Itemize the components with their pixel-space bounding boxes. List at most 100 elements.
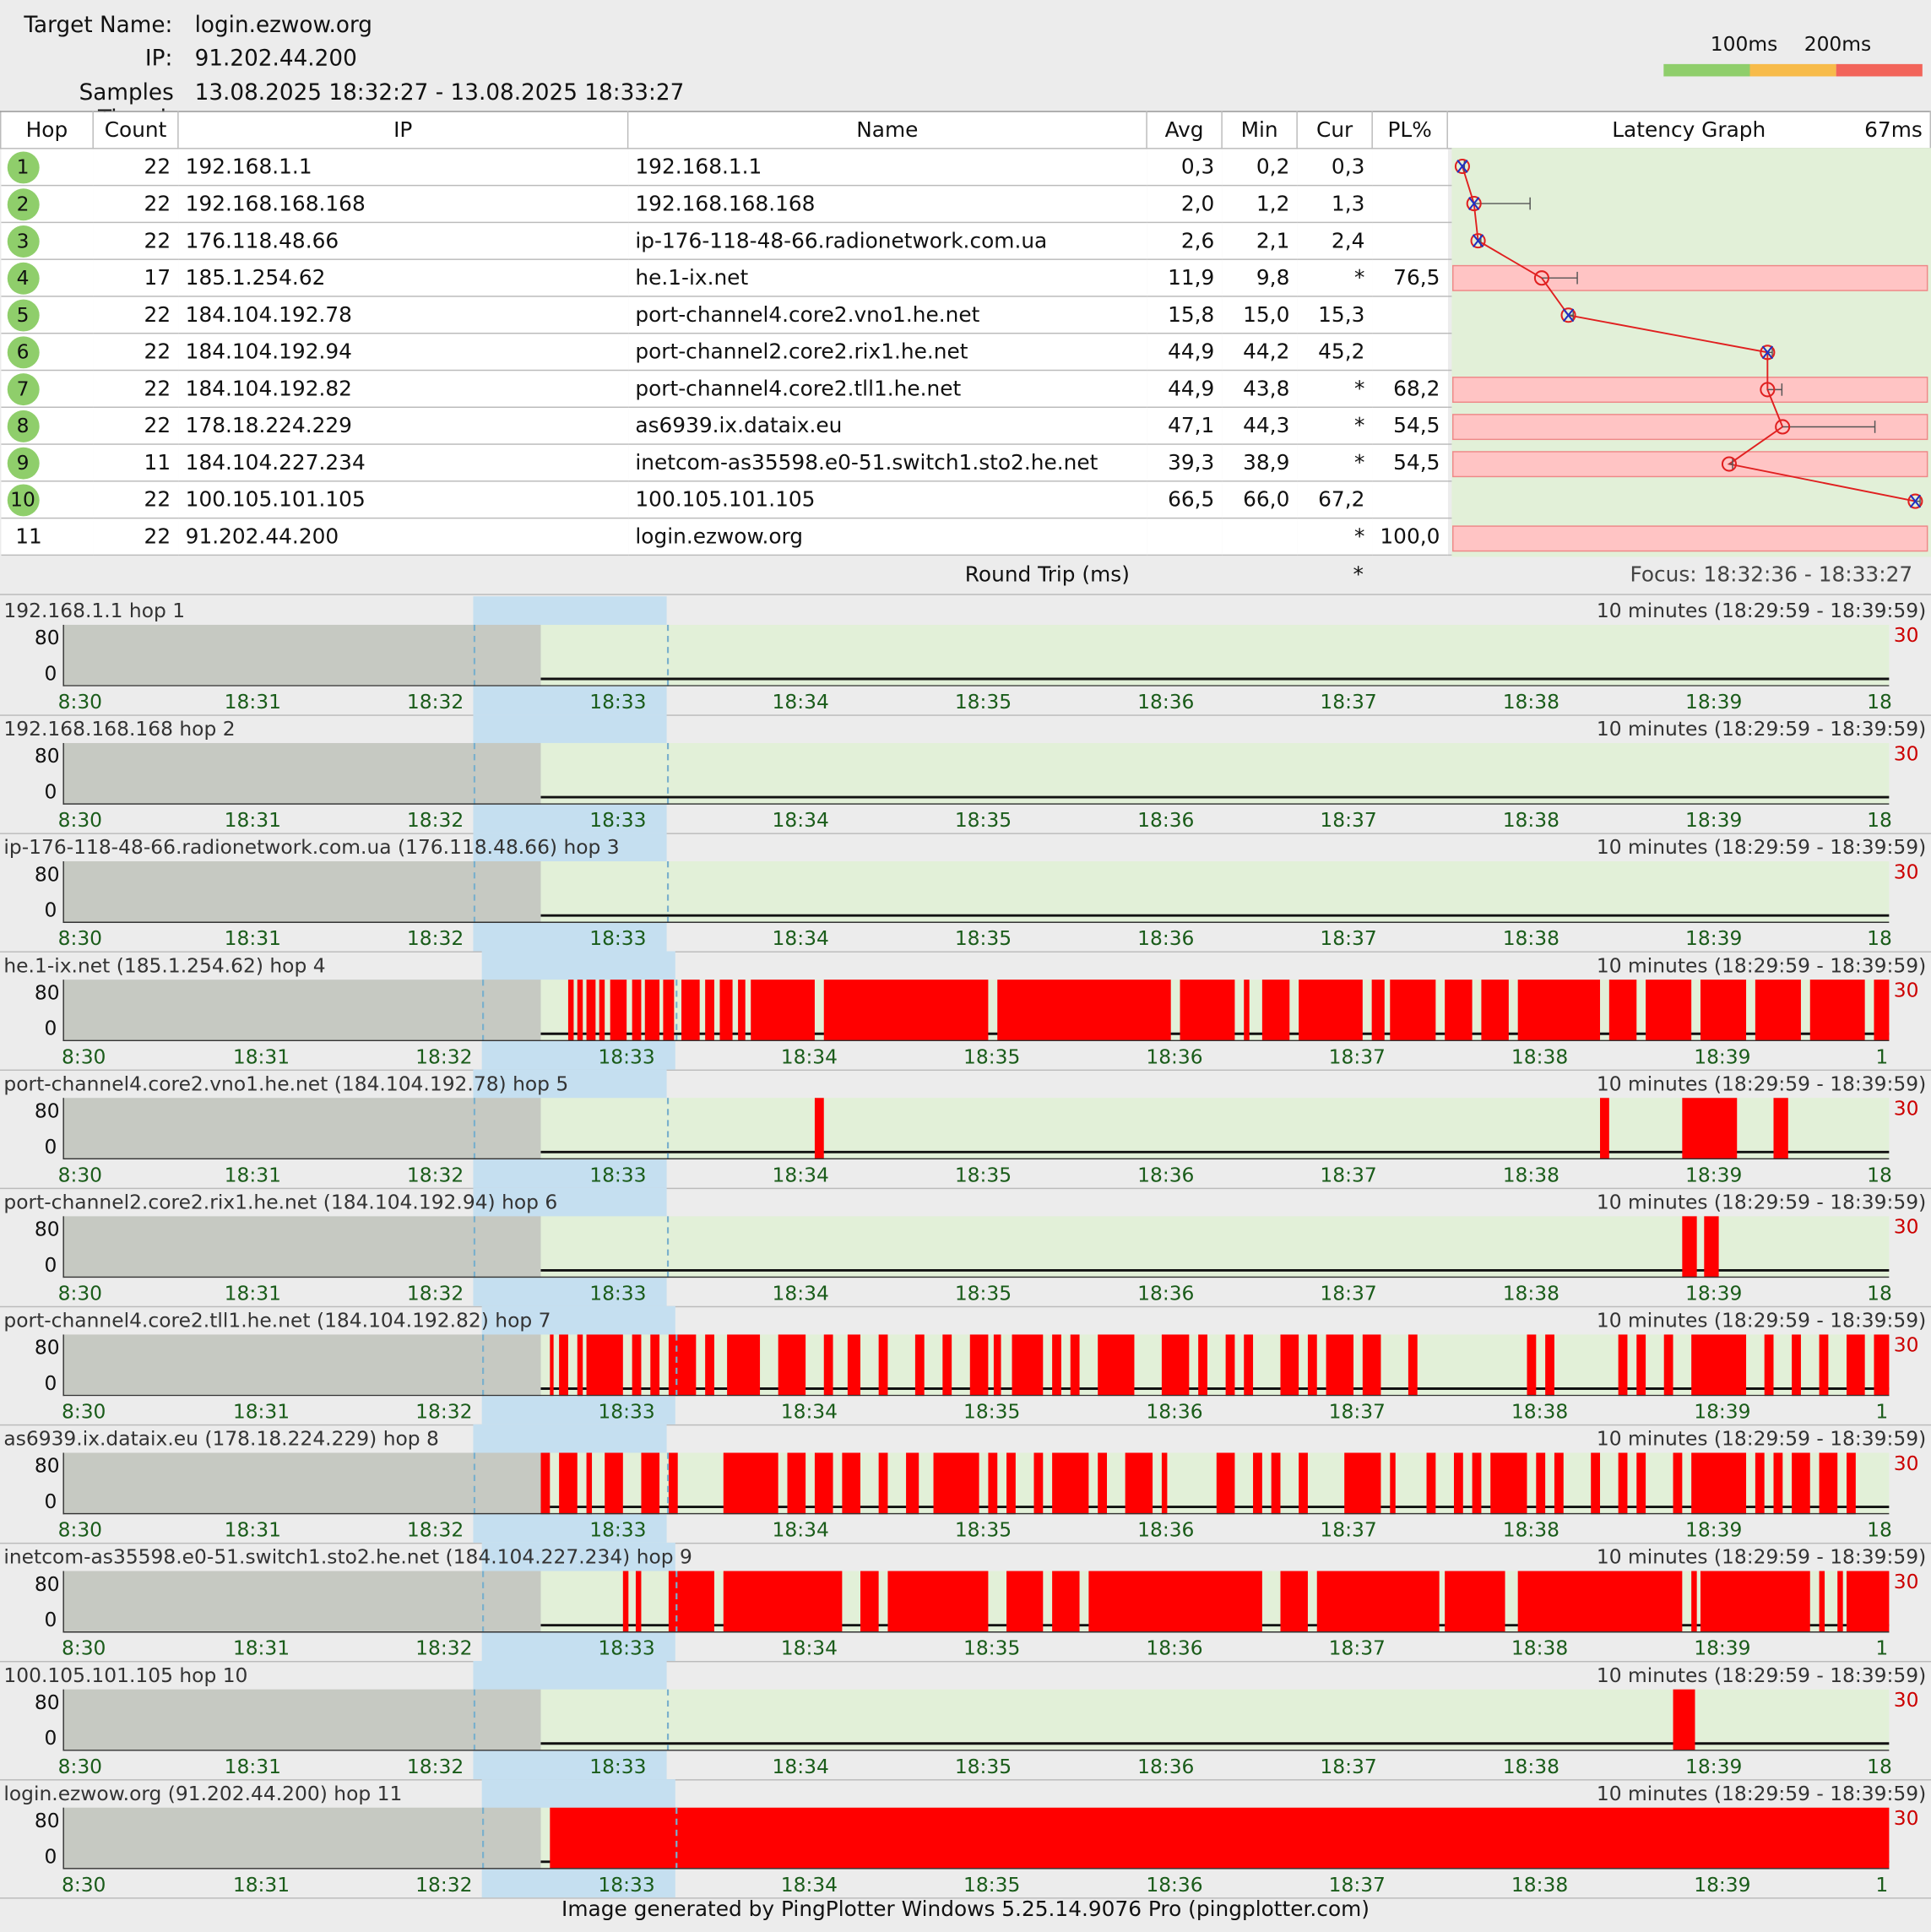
packet-loss-bar (1636, 1334, 1646, 1397)
packet-loss-bar (610, 980, 627, 1042)
panel-scale: 30 (1893, 623, 1919, 648)
timeline-panel[interactable]: 192.168.168.168 hop 2 10 minutes (18:29:5… (0, 714, 1931, 834)
panel-plot[interactable] (62, 624, 1890, 687)
packet-loss-bar (1161, 1334, 1190, 1397)
cur-cell: 2,4 (1297, 222, 1373, 260)
col-count[interactable]: Count (92, 111, 179, 149)
x-axis-tick-label: 8:30 (57, 1281, 103, 1305)
packet-loss-bar (1244, 980, 1250, 1042)
x-axis-tick-label: 18:39 (1694, 1636, 1751, 1660)
x-axis-tick-label: 18:31 (232, 1636, 290, 1660)
panel-range: 10 minutes (18:29:59 - 18:39:59) (1596, 1426, 1927, 1451)
plot-no-data (62, 624, 541, 687)
timeline-panel[interactable]: port-channel2.core2.rix1.he.net (184.104… (0, 1187, 1931, 1308)
legend-bar-warn (1749, 63, 1836, 77)
timeline-panel[interactable]: he.1-ix.net (185.1.254.62) hop 4 10 minut… (0, 951, 1931, 1072)
timeline-panel[interactable]: 192.168.1.1 hop 1 10 minutes (18:29:59 - … (0, 596, 1931, 716)
legend-200ms: 200ms (1804, 31, 1872, 56)
x-axis-tick-label: 18:39 (1685, 690, 1743, 714)
x-axis-tick-label: 18:37 (1320, 690, 1377, 714)
hop-number: 9 (7, 446, 39, 479)
samples-value: 13.08.2025 18:32:27 - 13.08.2025 18:33:2… (194, 79, 685, 106)
packet-loss-bar (681, 980, 700, 1042)
packet-loss-bar (1244, 1334, 1254, 1397)
packet-loss-bar (842, 1452, 861, 1515)
packet-loss-bar (1792, 1452, 1810, 1515)
x-axis-tick-label: 18:31 (224, 690, 281, 714)
col-latency-graph[interactable]: Latency Graph 67ms (1446, 111, 1931, 149)
col-hop[interactable]: Hop (0, 111, 94, 149)
x-axis-tick-label: 18:39 (1685, 1281, 1743, 1305)
col-avg[interactable]: Avg (1146, 111, 1223, 149)
min-marker (1909, 494, 1922, 508)
x-axis-tick-label: 18:37 (1328, 1045, 1386, 1069)
timeline-panel[interactable]: inetcom-as35598.e0-51.switch1.sto2.he.ne… (0, 1542, 1931, 1663)
timeline-panel[interactable]: as6939.ix.dataix.eu (178.18.224.229) hop… (0, 1424, 1931, 1544)
packet-loss-bar (705, 980, 714, 1042)
x-axis-tick-label: 18 (1867, 1517, 1892, 1542)
packet-loss-bar (705, 1334, 714, 1397)
col-cur[interactable]: Cur (1296, 111, 1373, 149)
plot-no-data (62, 980, 541, 1042)
packet-loss-bar (1704, 1216, 1719, 1278)
packet-loss-bar (1837, 1571, 1843, 1633)
x-axis-tick-label: 18:37 (1320, 1281, 1377, 1305)
panel-plot[interactable] (62, 1807, 1890, 1870)
cur-cell: * (1297, 259, 1373, 297)
panel-plot[interactable] (62, 1216, 1890, 1278)
packet-loss-bar (1874, 980, 1890, 1042)
plot-data-area (540, 860, 1890, 923)
table-row[interactable]: 3 22 176.118.48.66 ip-176-118-48-66.radione… (0, 222, 1931, 260)
packet-loss-bar (567, 980, 574, 1042)
pl-cell (1372, 480, 1448, 519)
packet-loss-bar (1472, 1452, 1482, 1515)
x-axis-tick-label: 18:32 (415, 1636, 473, 1660)
x-axis-tick-label: 18 (1867, 1754, 1892, 1778)
timeline-panel[interactable]: port-channel4.core2.tll1.he.net (184.104… (0, 1305, 1931, 1426)
pl-cell (1372, 222, 1448, 260)
x-axis-tick-label: 1 (1875, 1636, 1889, 1660)
ip-cell: 184.104.227.234 (177, 444, 628, 482)
x-axis-tick-label: 8:30 (57, 1163, 103, 1187)
timeline-panel[interactable]: login.ezwow.org (91.202.44.200) hop 11 10… (0, 1779, 1931, 1899)
packet-loss-bar (1012, 1334, 1044, 1397)
col-ip[interactable]: IP (177, 111, 629, 149)
panel-plot[interactable] (62, 980, 1890, 1042)
panel-plot[interactable] (62, 1571, 1890, 1633)
panel-range: 10 minutes (18:29:59 - 18:39:59) (1596, 1190, 1927, 1214)
avg-marker (1760, 345, 1776, 361)
x-axis-tick-label: 18:35 (963, 1045, 1021, 1069)
table-header: Hop Count IP Name Avg Min Cur PL% Latenc… (0, 111, 1931, 149)
table-row[interactable]: 6 22 184.104.192.94 port-channel2.core2.rix… (0, 333, 1931, 372)
panel-title: he.1-ix.net (185.1.254.62) hop 4 (3, 953, 326, 978)
panel-plot[interactable] (62, 1689, 1890, 1751)
timeline-panel[interactable]: ip-176-118-48-66.radionetwork.com.ua (17… (0, 833, 1931, 952)
timeline-panel[interactable]: 100.105.101.105 hop 10 10 minutes (18:29:… (0, 1661, 1931, 1781)
panel-plot[interactable] (62, 1334, 1890, 1397)
x-axis-tick-label: 18:33 (589, 1517, 647, 1542)
panel-plot[interactable] (62, 742, 1890, 805)
panel-plot[interactable] (62, 1452, 1890, 1515)
pl-cell: 68,2 (1372, 370, 1448, 408)
name-cell: port-channel4.core2.tll1.he.net (627, 370, 1147, 408)
hop-number: 5 (7, 298, 39, 331)
panel-plot[interactable] (62, 1098, 1890, 1160)
timeline-panel[interactable]: port-channel4.core2.vno1.he.net (184.104… (0, 1069, 1931, 1190)
panel-plot[interactable] (62, 860, 1890, 923)
x-axis-tick-label: 18:33 (598, 1045, 655, 1069)
col-pl[interactable]: PL% (1371, 111, 1448, 149)
col-min[interactable]: Min (1221, 111, 1298, 149)
panel-title: port-channel4.core2.vno1.he.net (184.104… (3, 1072, 569, 1096)
pl-cell (1372, 296, 1448, 334)
loss-bar (1452, 377, 1928, 404)
x-axis-tick-label: 18:32 (415, 1399, 473, 1424)
pl-cell: 54,5 (1372, 444, 1448, 482)
packet-loss-bar (586, 980, 596, 1042)
table-row[interactable]: 7 22 184.104.192.82 port-channel4.core2.tll… (0, 370, 1931, 408)
col-name[interactable]: Name (626, 111, 1147, 149)
table-row[interactable]: 2 22 192.168.168.168 192.168.168.168 2,0 1,2 1… (0, 185, 1931, 224)
x-axis-tick-label: 18:37 (1320, 1754, 1377, 1778)
x-axis-tick-label: 18 (1867, 690, 1892, 714)
ip-cell: 100.105.101.105 (177, 480, 628, 519)
name-cell: login.ezwow.org (627, 518, 1147, 556)
